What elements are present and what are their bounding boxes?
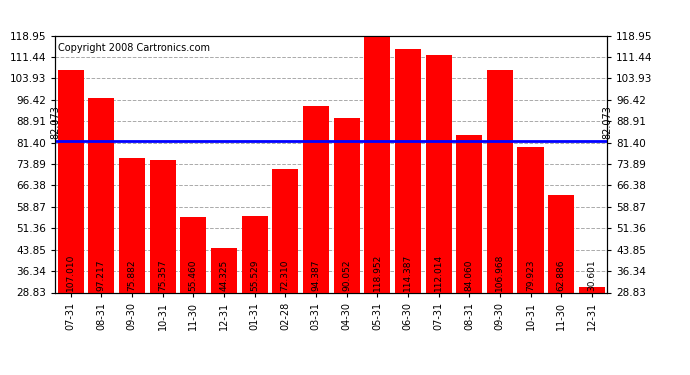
Bar: [487, 70, 513, 292]
Bar: [57, 70, 83, 292]
Bar: [303, 106, 329, 292]
Text: 30.601: 30.601: [587, 260, 596, 291]
Text: 82.073: 82.073: [50, 105, 60, 140]
Text: 112.014: 112.014: [434, 254, 443, 291]
Text: 82.073: 82.073: [602, 105, 612, 140]
Bar: [211, 248, 237, 292]
Text: 75.357: 75.357: [158, 260, 167, 291]
Text: Monthly Solar Energy Value ($) (Red) & Average (Blue) Sat Jan 5 07:57: Monthly Solar Energy Value ($) (Red) & A…: [42, 9, 648, 23]
Bar: [241, 216, 268, 292]
Bar: [548, 195, 574, 292]
Text: 79.923: 79.923: [526, 260, 535, 291]
Text: 75.882: 75.882: [128, 260, 137, 291]
Text: 62.886: 62.886: [557, 260, 566, 291]
Bar: [518, 147, 544, 292]
Bar: [579, 288, 605, 292]
Text: 84.060: 84.060: [464, 260, 474, 291]
Bar: [426, 56, 451, 292]
Text: 97.217: 97.217: [97, 260, 106, 291]
Bar: [395, 49, 421, 292]
Text: 114.387: 114.387: [404, 254, 413, 291]
Bar: [180, 217, 206, 292]
Bar: [119, 158, 145, 292]
Text: 44.325: 44.325: [219, 260, 228, 291]
Text: 106.968: 106.968: [495, 254, 504, 291]
Text: 107.010: 107.010: [66, 254, 75, 291]
Bar: [456, 135, 482, 292]
Text: Copyright 2008 Cartronics.com: Copyright 2008 Cartronics.com: [58, 44, 210, 53]
Text: 55.460: 55.460: [188, 260, 198, 291]
Bar: [364, 36, 391, 292]
Text: 90.052: 90.052: [342, 260, 351, 291]
Bar: [272, 169, 298, 292]
Text: 118.952: 118.952: [373, 254, 382, 291]
Text: 94.387: 94.387: [311, 260, 320, 291]
Bar: [150, 160, 175, 292]
Bar: [88, 98, 115, 292]
Text: 72.310: 72.310: [281, 260, 290, 291]
Text: 55.529: 55.529: [250, 260, 259, 291]
Bar: [333, 118, 359, 292]
